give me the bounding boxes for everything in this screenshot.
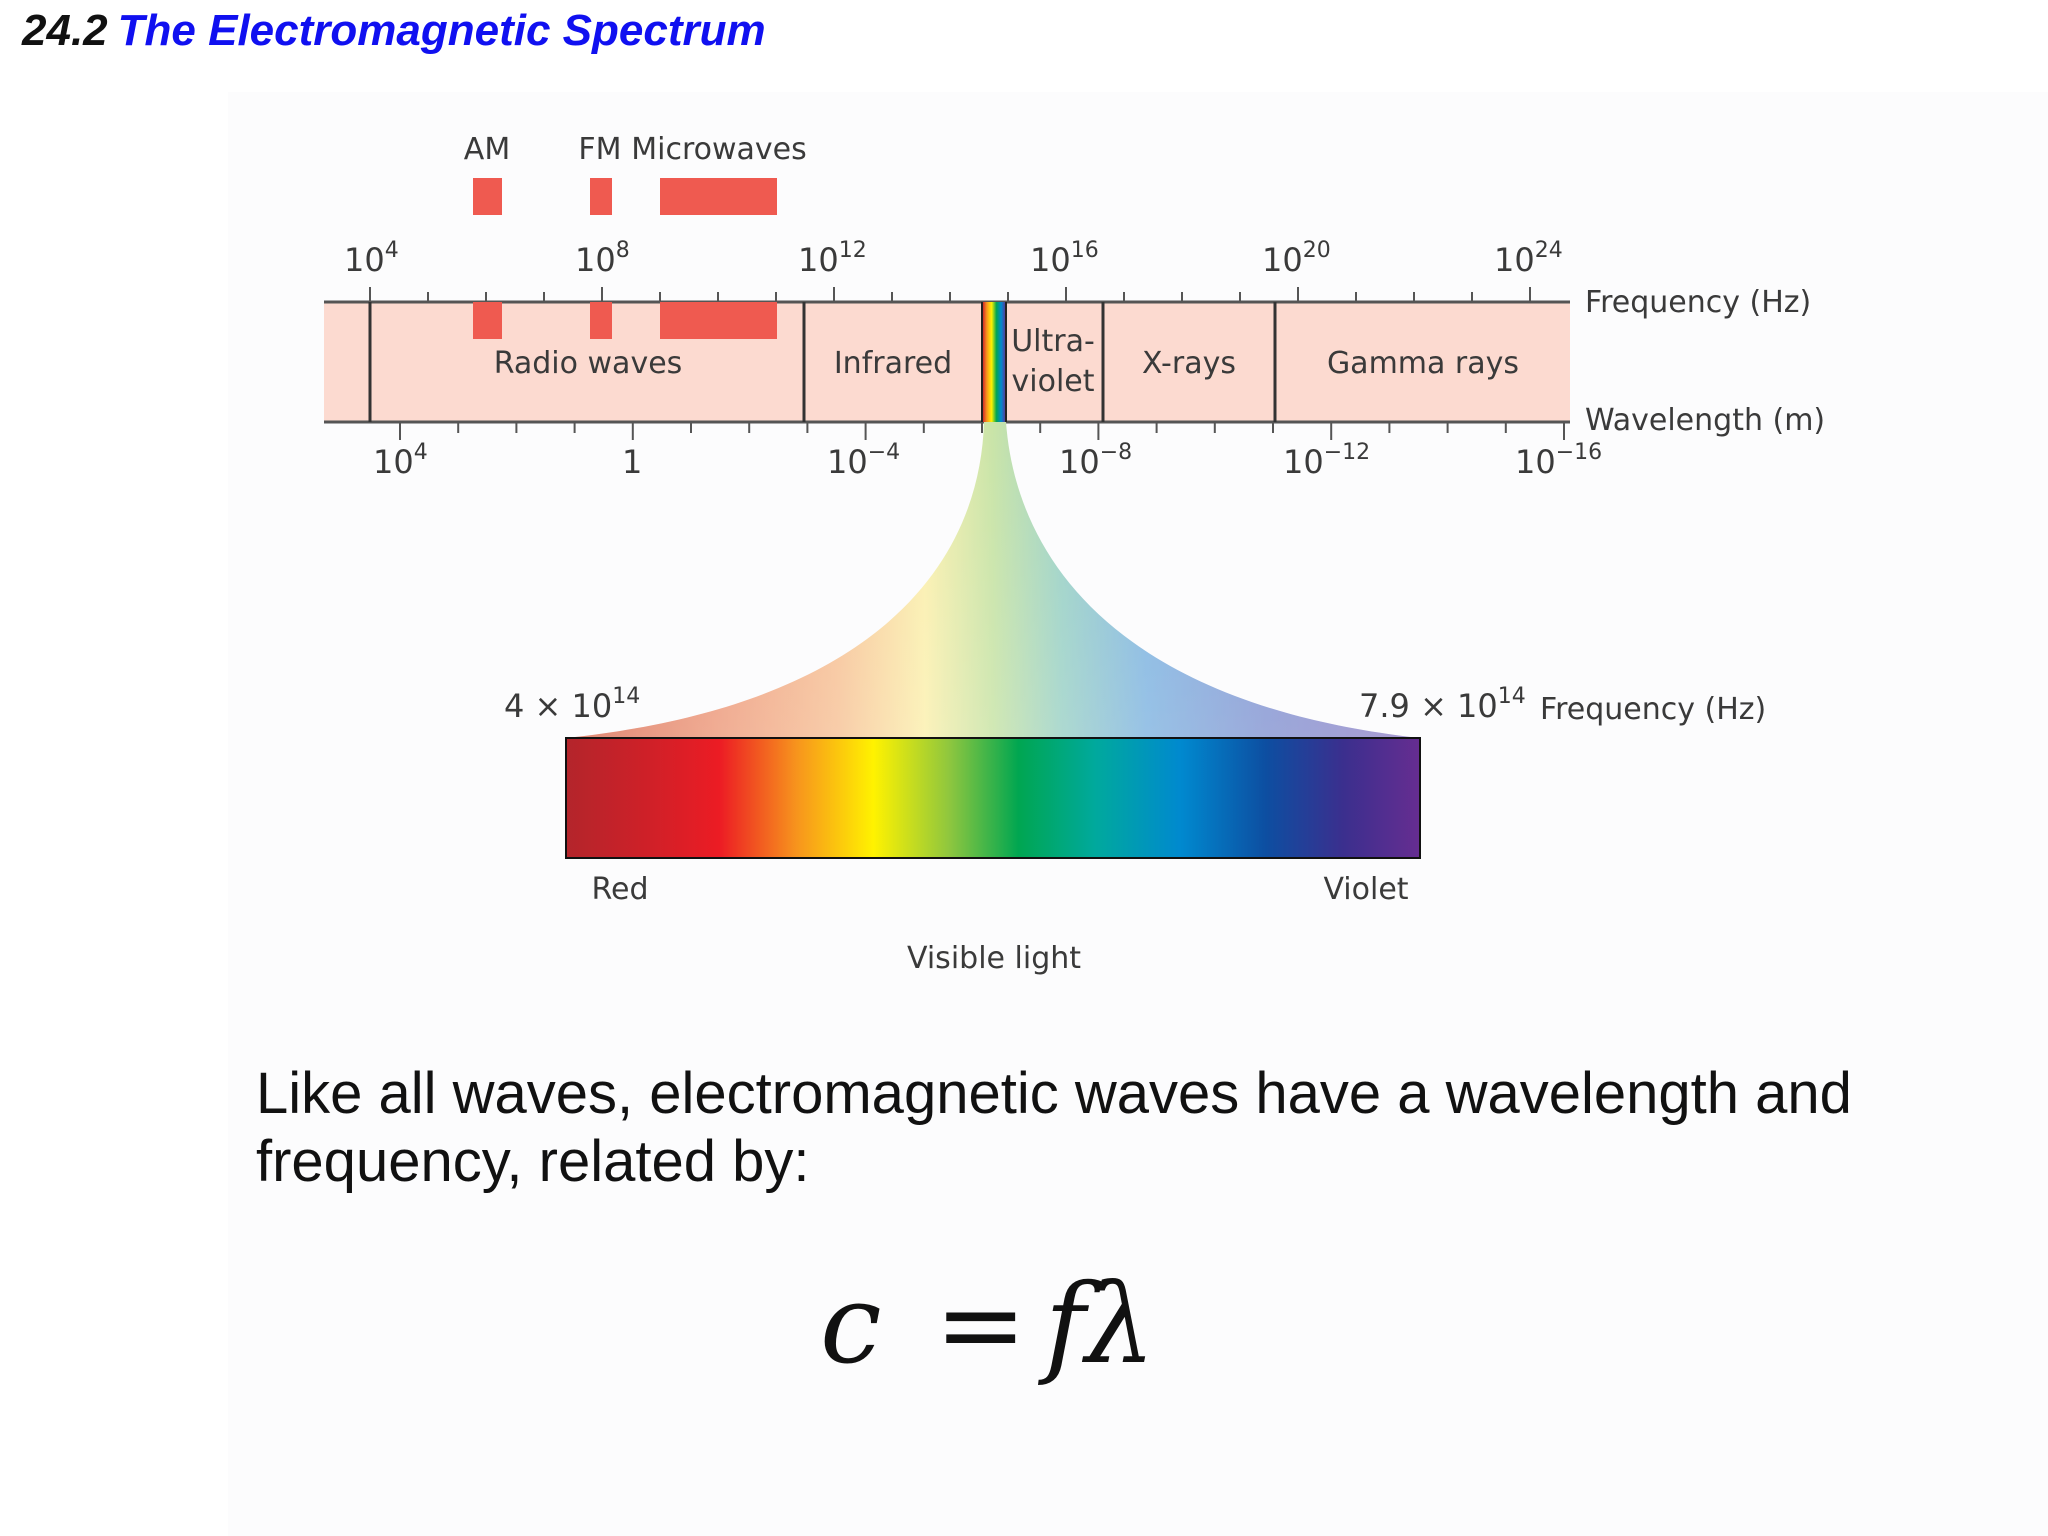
page-title: 24.2 The Electromagnetic Spectrum [22, 6, 766, 56]
equation-lambda: λ [1085, 1260, 1156, 1388]
wavelength-tick-labels: 104 1 10−4 10−8 10−12 10−16 [373, 440, 1602, 481]
visible-light-caption: Visible light [907, 941, 1081, 976]
ultraviolet-label-line2: violet [1012, 364, 1095, 399]
xrays-label: X-rays [1142, 346, 1236, 381]
visible-strip [982, 302, 1006, 422]
fm-marker-top [590, 178, 612, 215]
fm-marker-band [590, 302, 612, 339]
gamma-rays-label: Gamma rays [1327, 346, 1519, 381]
freq-tick-label: 104 [344, 238, 399, 279]
freq-tick-label: 1012 [798, 238, 867, 279]
wave-tick-label: 10−16 [1515, 440, 1602, 481]
frequency-ticks [369, 287, 1531, 302]
microwaves-marker-top [660, 178, 777, 215]
section-title: The Electromagnetic Spectrum [117, 6, 766, 55]
equation-f: f [1044, 1260, 1086, 1388]
am-label: AM [464, 132, 510, 167]
am-marker-top [473, 178, 502, 215]
equation-equals: = [934, 1260, 1027, 1388]
freq-tick-label: 1024 [1494, 238, 1563, 279]
equation-c: c [820, 1260, 882, 1388]
violet-label: Violet [1323, 872, 1408, 907]
wave-tick-label: 1 [622, 443, 642, 481]
wave-tick-label: 10−4 [827, 440, 900, 481]
wave-tick-label: 104 [373, 440, 428, 481]
freq-tick-label: 1020 [1262, 238, 1331, 279]
freq-tick-label: 1016 [1030, 238, 1099, 279]
visible-high-frequency: 7.9 × 1014 [1359, 684, 1526, 725]
body-paragraph: Like all waves, electromagnetic waves ha… [256, 1061, 1852, 1194]
red-label: Red [592, 872, 649, 907]
infrared-label: Infrared [834, 346, 952, 381]
wavelength-axis-label: Wavelength (m) [1585, 403, 1825, 438]
frequency-axis-label: Frequency (Hz) [1585, 285, 1811, 320]
wavelength-ticks [399, 422, 1565, 440]
section-number: 24.2 [22, 6, 108, 55]
visible-spectrum-bar [565, 737, 1421, 859]
spectrum-band [324, 301, 1570, 423]
fm-label: FM [578, 132, 621, 167]
frequency-tick-labels: 104 108 1012 1016 1020 1024 [344, 238, 1563, 279]
freq-tick-label: 108 [575, 238, 630, 279]
visible-expansion-fan-shade [566, 422, 1420, 738]
wave-equation: c = fλ [820, 1260, 1155, 1388]
wave-tick-label: 10−8 [1059, 440, 1132, 481]
ultraviolet-label-line1: Ultra- [1011, 324, 1095, 359]
microwaves-marker-band [660, 302, 777, 339]
am-marker-band [473, 302, 502, 339]
wave-tick-label: 10−12 [1283, 440, 1370, 481]
microwaves-label: Microwaves [631, 132, 807, 167]
visible-low-frequency: 4 × 1014 [504, 684, 640, 725]
visible-frequency-label: Frequency (Hz) [1540, 692, 1766, 727]
radio-waves-label: Radio waves [494, 346, 683, 381]
